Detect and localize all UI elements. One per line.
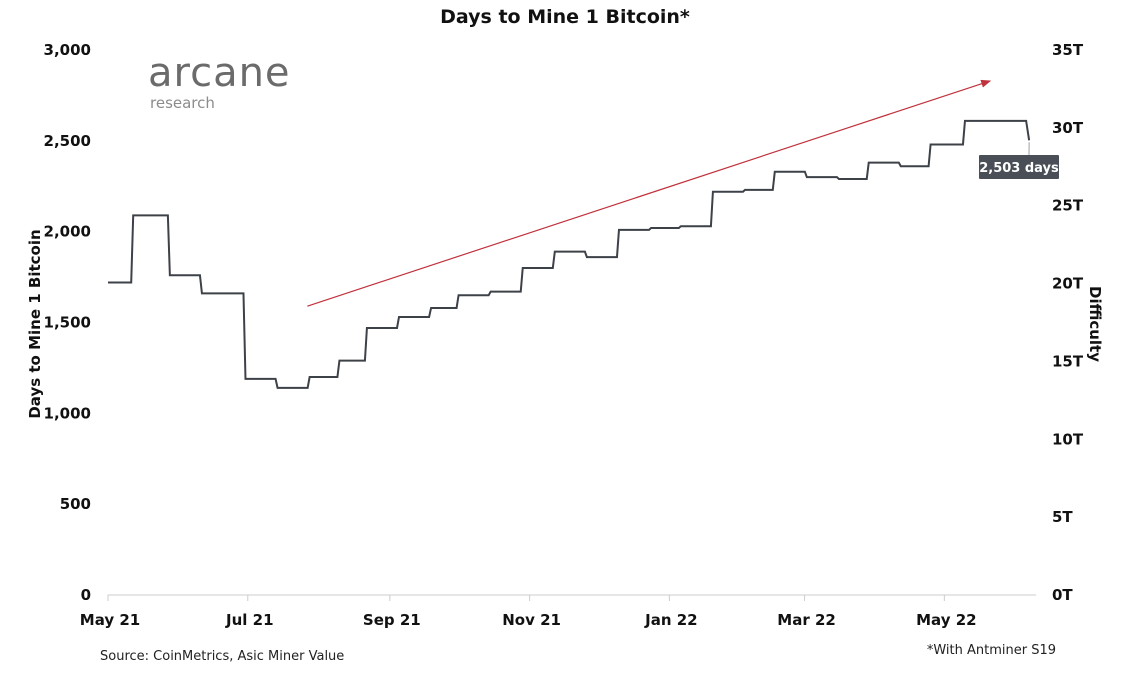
logo: arcane research [148,50,291,112]
callout-badge-background [979,155,1059,179]
series-line-days-to-mine [108,119,1031,389]
trend-arrow [307,79,992,307]
y2-tick-label: 35T [1052,41,1084,59]
y-axis-left: 0 500 1,000 1,500 2,000 2,500 3,000 [44,41,91,604]
y2-tick-label: 0T [1052,586,1073,604]
y2-tick-label: 25T [1052,197,1084,215]
y2-tick-label: 30T [1052,119,1084,137]
x-tick-label: May 21 [80,611,140,629]
y2-tick-label: 15T [1052,352,1084,370]
y-tick-label: 1,000 [44,404,91,422]
y-tick-label: 2,500 [44,132,91,150]
chart-title: Days to Mine 1 Bitcoin* [440,6,690,28]
x-axis: May 21 Jul 21 Sep 21 Nov 21 Jan 22 Mar 22 May … [80,595,977,629]
source-note: Source: CoinMetrics, Asic Miner Value [100,649,344,664]
y2-axis-title: Difficulty [1086,286,1104,362]
logo-subtitle: research [150,94,215,112]
x-tick-label: Mar 22 [777,611,836,629]
x-tick-label: Jul 21 [225,611,274,629]
y-axis-right: 0T 5T 10T 15T 20T 25T 30T 35T [1052,41,1084,604]
y-tick-label: 1,500 [44,314,91,332]
y-tick-label: 500 [60,495,91,513]
footnote: *With Antminer S19 [927,643,1056,658]
x-tick-label: Jan 22 [644,611,697,629]
x-tick-label: May 22 [916,611,976,629]
callout-badge-label: 2,503 days [979,161,1059,176]
x-tick-label: Nov 21 [502,611,561,629]
y-tick-label: 3,000 [44,41,91,59]
y-tick-label: 2,000 [44,223,91,241]
y2-tick-label: 5T [1052,508,1073,526]
y-tick-label: 0 [81,586,91,604]
callout-badge: 2,503 days [979,155,1059,179]
y-axis-title: Days to Mine 1 Bitcoin [26,229,44,418]
logo-name: arcane [148,50,291,96]
y2-tick-label: 10T [1052,430,1084,448]
y2-tick-label: 20T [1052,275,1084,293]
x-tick-label: Sep 21 [363,611,421,629]
